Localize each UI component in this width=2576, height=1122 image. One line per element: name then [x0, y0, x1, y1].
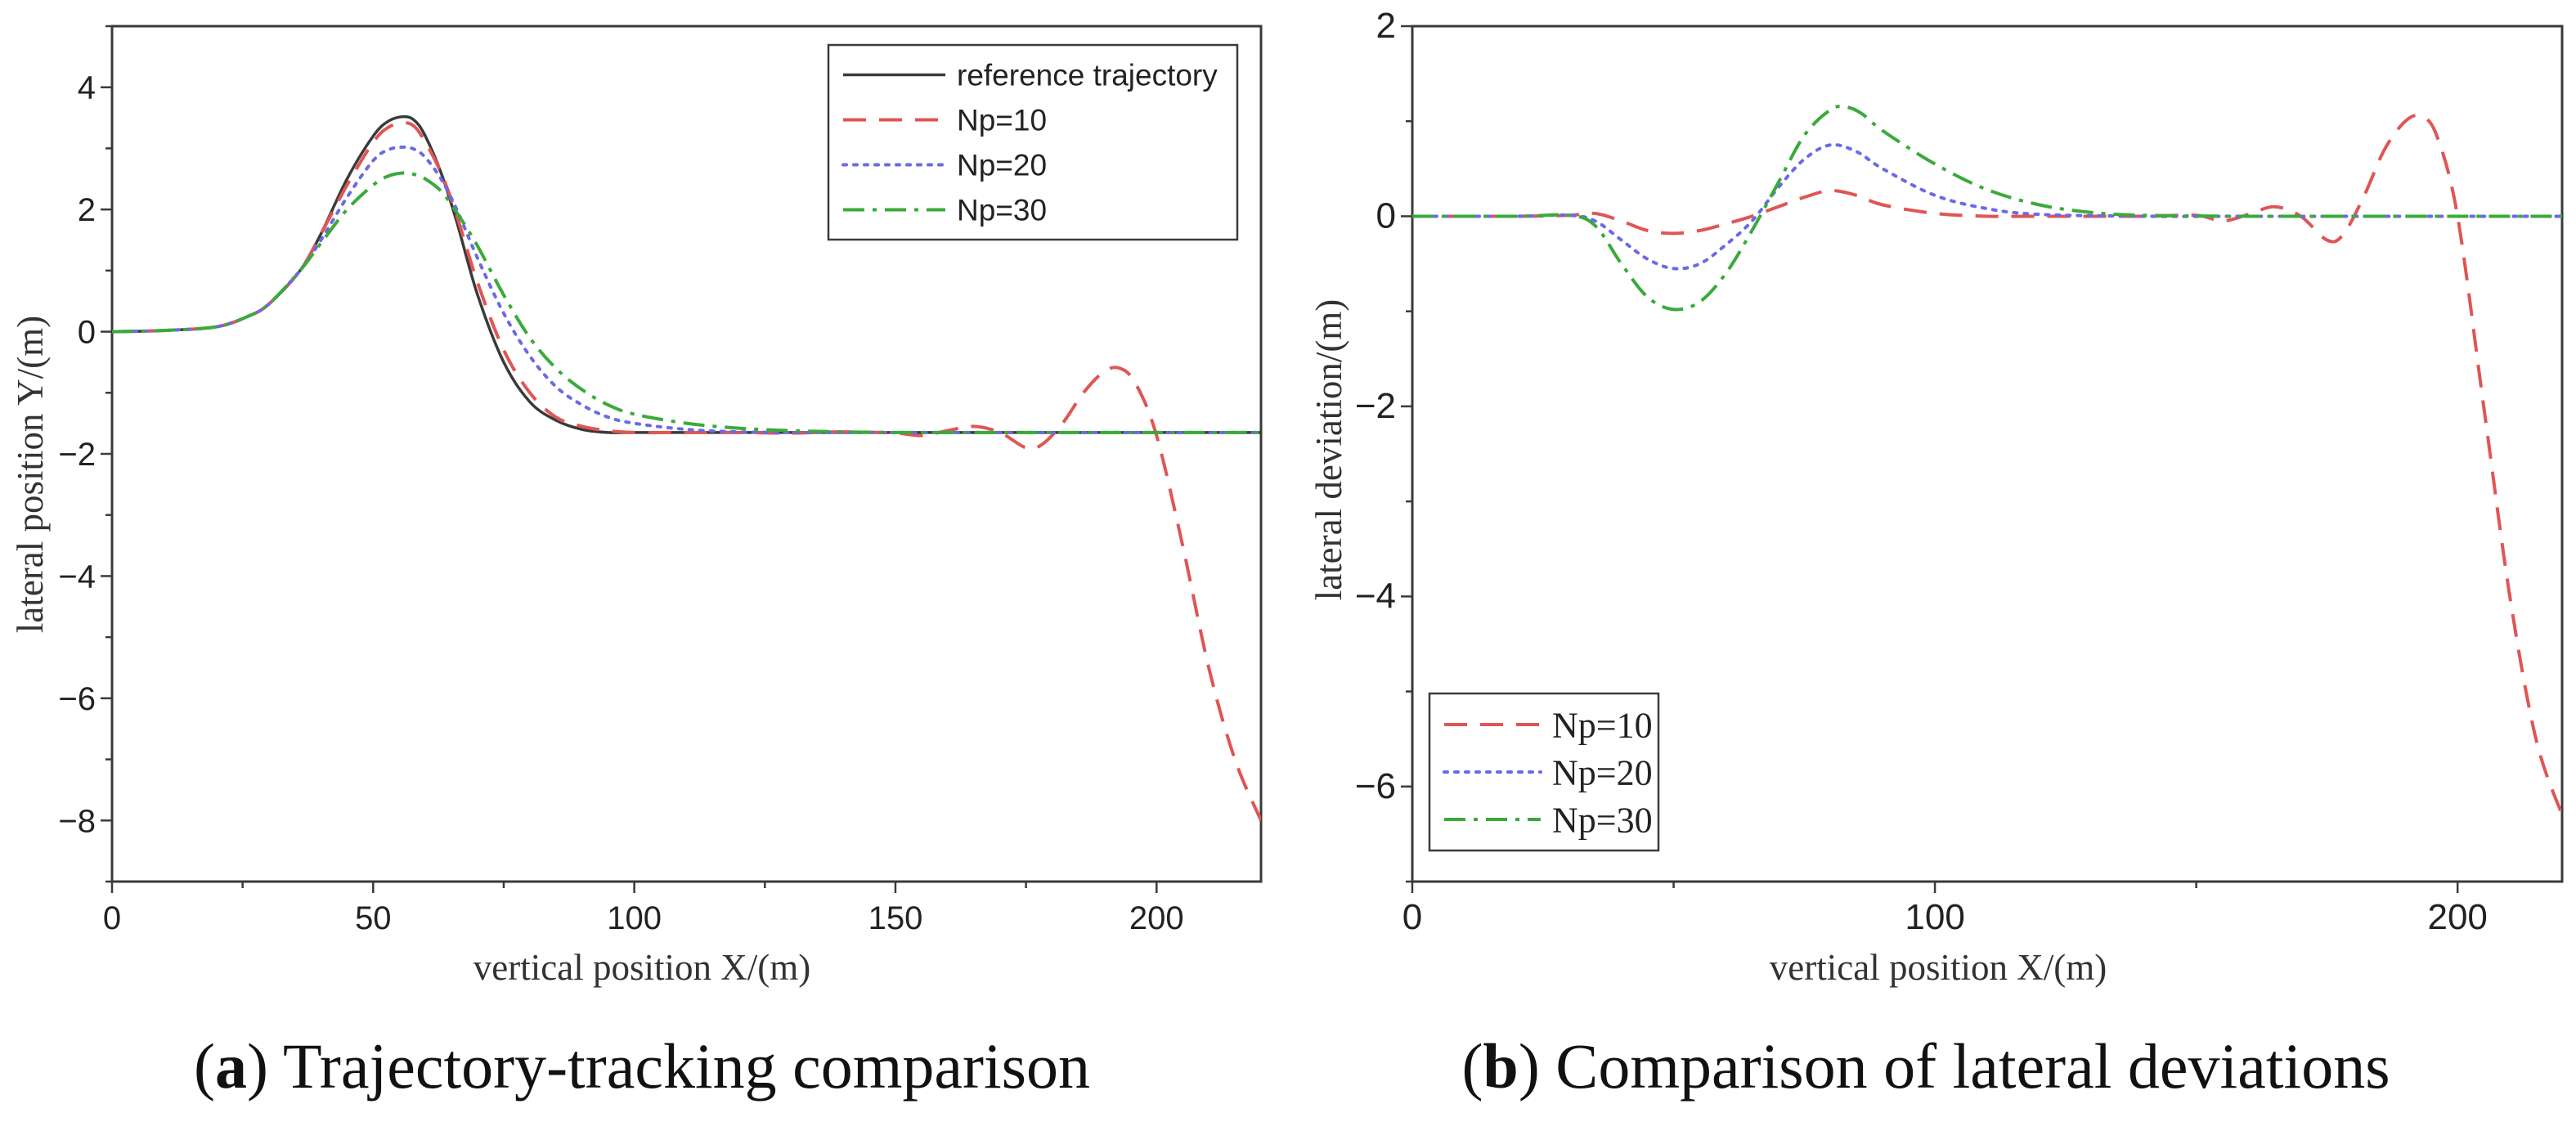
panel-a-xtick-label: 150 [868, 900, 923, 936]
panel-b-xlabel: vertical position X/(m) [1770, 947, 2107, 988]
panel-b-series-np-20 [1412, 142, 2562, 271]
panel-b-lateral-deviation: 0 100 200 2 0 −2 −4 −6 Np=10 Np=20 Np=30 vertical … [1308, 6, 2564, 1102]
panel-a-series-np-10 [112, 121, 1261, 822]
panel-a-xtick-label: 200 [1129, 900, 1184, 936]
panel-b-xtick-label: 100 [1905, 897, 1964, 937]
panel-a-plot-area: 0 50 100 150 200 4 2 0 −2 −4 −6 −8 reference traject… [58, 25, 1263, 936]
panel-b-ytick-label: −2 [1355, 386, 1396, 426]
panel-b-legend: Np=10 Np=20 Np=30 [1428, 692, 1660, 852]
panel-b-ytick-label: −6 [1355, 766, 1396, 806]
panel-a-ytick-label: 2 [78, 192, 96, 228]
panel-a-legend-label: reference trajectory [957, 58, 1218, 92]
panel-b-legend-label: Np=10 [1552, 705, 1653, 745]
panel-a-trajectory-tracking: 0 50 100 150 200 4 2 0 −2 −4 −6 −8 reference traject… [10, 25, 1263, 1102]
panel-a-caption-text: Trajectory-tracking comparison [268, 1030, 1090, 1102]
panel-b-ytick-label: −4 [1355, 576, 1396, 616]
panel-b-caption-text: Comparison of lateral deviations [1540, 1030, 2390, 1102]
panel-b-legend-label: Np=30 [1552, 800, 1653, 840]
panel-a-legend-box [827, 43, 1239, 241]
panel-b-ylabel: lateral deviation/(m) [1308, 299, 1349, 601]
panel-a-ytick-label: −8 [58, 803, 96, 839]
panel-b-series-np-30 [1412, 105, 2562, 312]
panel-b-plot-frame [1411, 25, 2564, 883]
panel-a-ytick-label: 0 [78, 315, 96, 351]
panel-a-legend-label: Np=20 [957, 148, 1047, 182]
panel-a-legend-label: Np=30 [957, 193, 1047, 227]
panel-a-series-np-30 [112, 171, 1261, 434]
panel-b-caption: (b) Comparison of lateral deviations [1461, 1030, 2390, 1102]
panel-b-legend-label: Np=20 [1552, 752, 1653, 792]
panel-a-xlabel: vertical position X/(m) [473, 947, 810, 988]
panel-a-ytick-label: 4 [78, 70, 96, 106]
panel-a-ytick-label: −6 [58, 681, 96, 717]
panel-a-xtick-label: 0 [103, 900, 121, 936]
panel-b-caption-label: b [1483, 1030, 1518, 1102]
panel-a-ytick-label: −4 [58, 559, 96, 595]
panel-a-caption: (a) Trajectory-tracking comparison [194, 1030, 1090, 1102]
panel-a-ytick-label: −2 [58, 437, 96, 473]
panel-a-legend-label: Np=10 [957, 103, 1047, 137]
panel-b-ytick-label: 2 [1376, 6, 1396, 46]
panel-b-xtick-label: 200 [2427, 897, 2487, 937]
panel-a-ylabel: lateral position Y/(m) [10, 316, 51, 633]
panel-a-legend: reference trajectory Np=10 Np=20 Np=30 [827, 43, 1239, 241]
panel-a-caption-label: a [215, 1030, 247, 1102]
panel-b-plot-area: 0 100 200 2 0 −2 −4 −6 Np=10 Np=20 Np=30 [1355, 6, 2564, 937]
panel-b-xtick-label: 0 [1402, 897, 1422, 937]
panel-a-xtick-label: 100 [607, 900, 662, 936]
panel-a-xtick-label: 50 [355, 900, 392, 936]
panel-b-ytick-label: 0 [1376, 195, 1396, 236]
